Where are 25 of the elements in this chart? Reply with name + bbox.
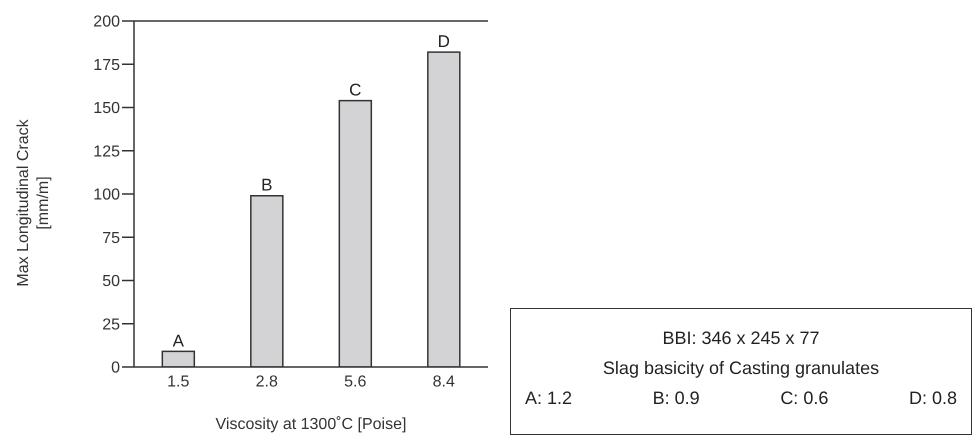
- y-tick-label: 125: [93, 143, 120, 160]
- text: B: 0.9: [652, 387, 700, 410]
- x-tick-label: 8.4: [432, 373, 455, 390]
- y-axis-title: Max Longitudinal Crack [mm/m]: [15, 118, 52, 287]
- x-tick-label: 1.5: [167, 373, 190, 390]
- y-tick-label: 75: [102, 230, 120, 247]
- y-tick-label: 100: [93, 186, 120, 204]
- text: Slag basicity of Casting granulates: [602, 357, 880, 380]
- text: BBI: 346 x 245 x 77: [661, 327, 821, 350]
- x-tick-label: 5.6: [344, 373, 366, 390]
- text: A: 1.2: [525, 387, 572, 410]
- data-label: D: [438, 32, 450, 52]
- data-label: A: [172, 331, 185, 350]
- text: D: 0.8: [908, 387, 957, 410]
- y-tick-label: 25: [102, 316, 120, 334]
- y-tick-label: 0: [111, 360, 120, 377]
- y-tick-label: 150: [93, 100, 120, 118]
- text: C: 0.6: [780, 387, 828, 410]
- x-tick-label: 2.8: [256, 373, 278, 390]
- y-tick-label: 50: [102, 273, 120, 290]
- y-tick-label: 200: [93, 14, 120, 31]
- y-tick-label: 175: [93, 56, 120, 74]
- data-label: B: [261, 176, 272, 195]
- x-axis-title: Viscosity at 1300˚C [Poise]: [216, 416, 406, 433]
- data-label: C: [349, 80, 362, 100]
